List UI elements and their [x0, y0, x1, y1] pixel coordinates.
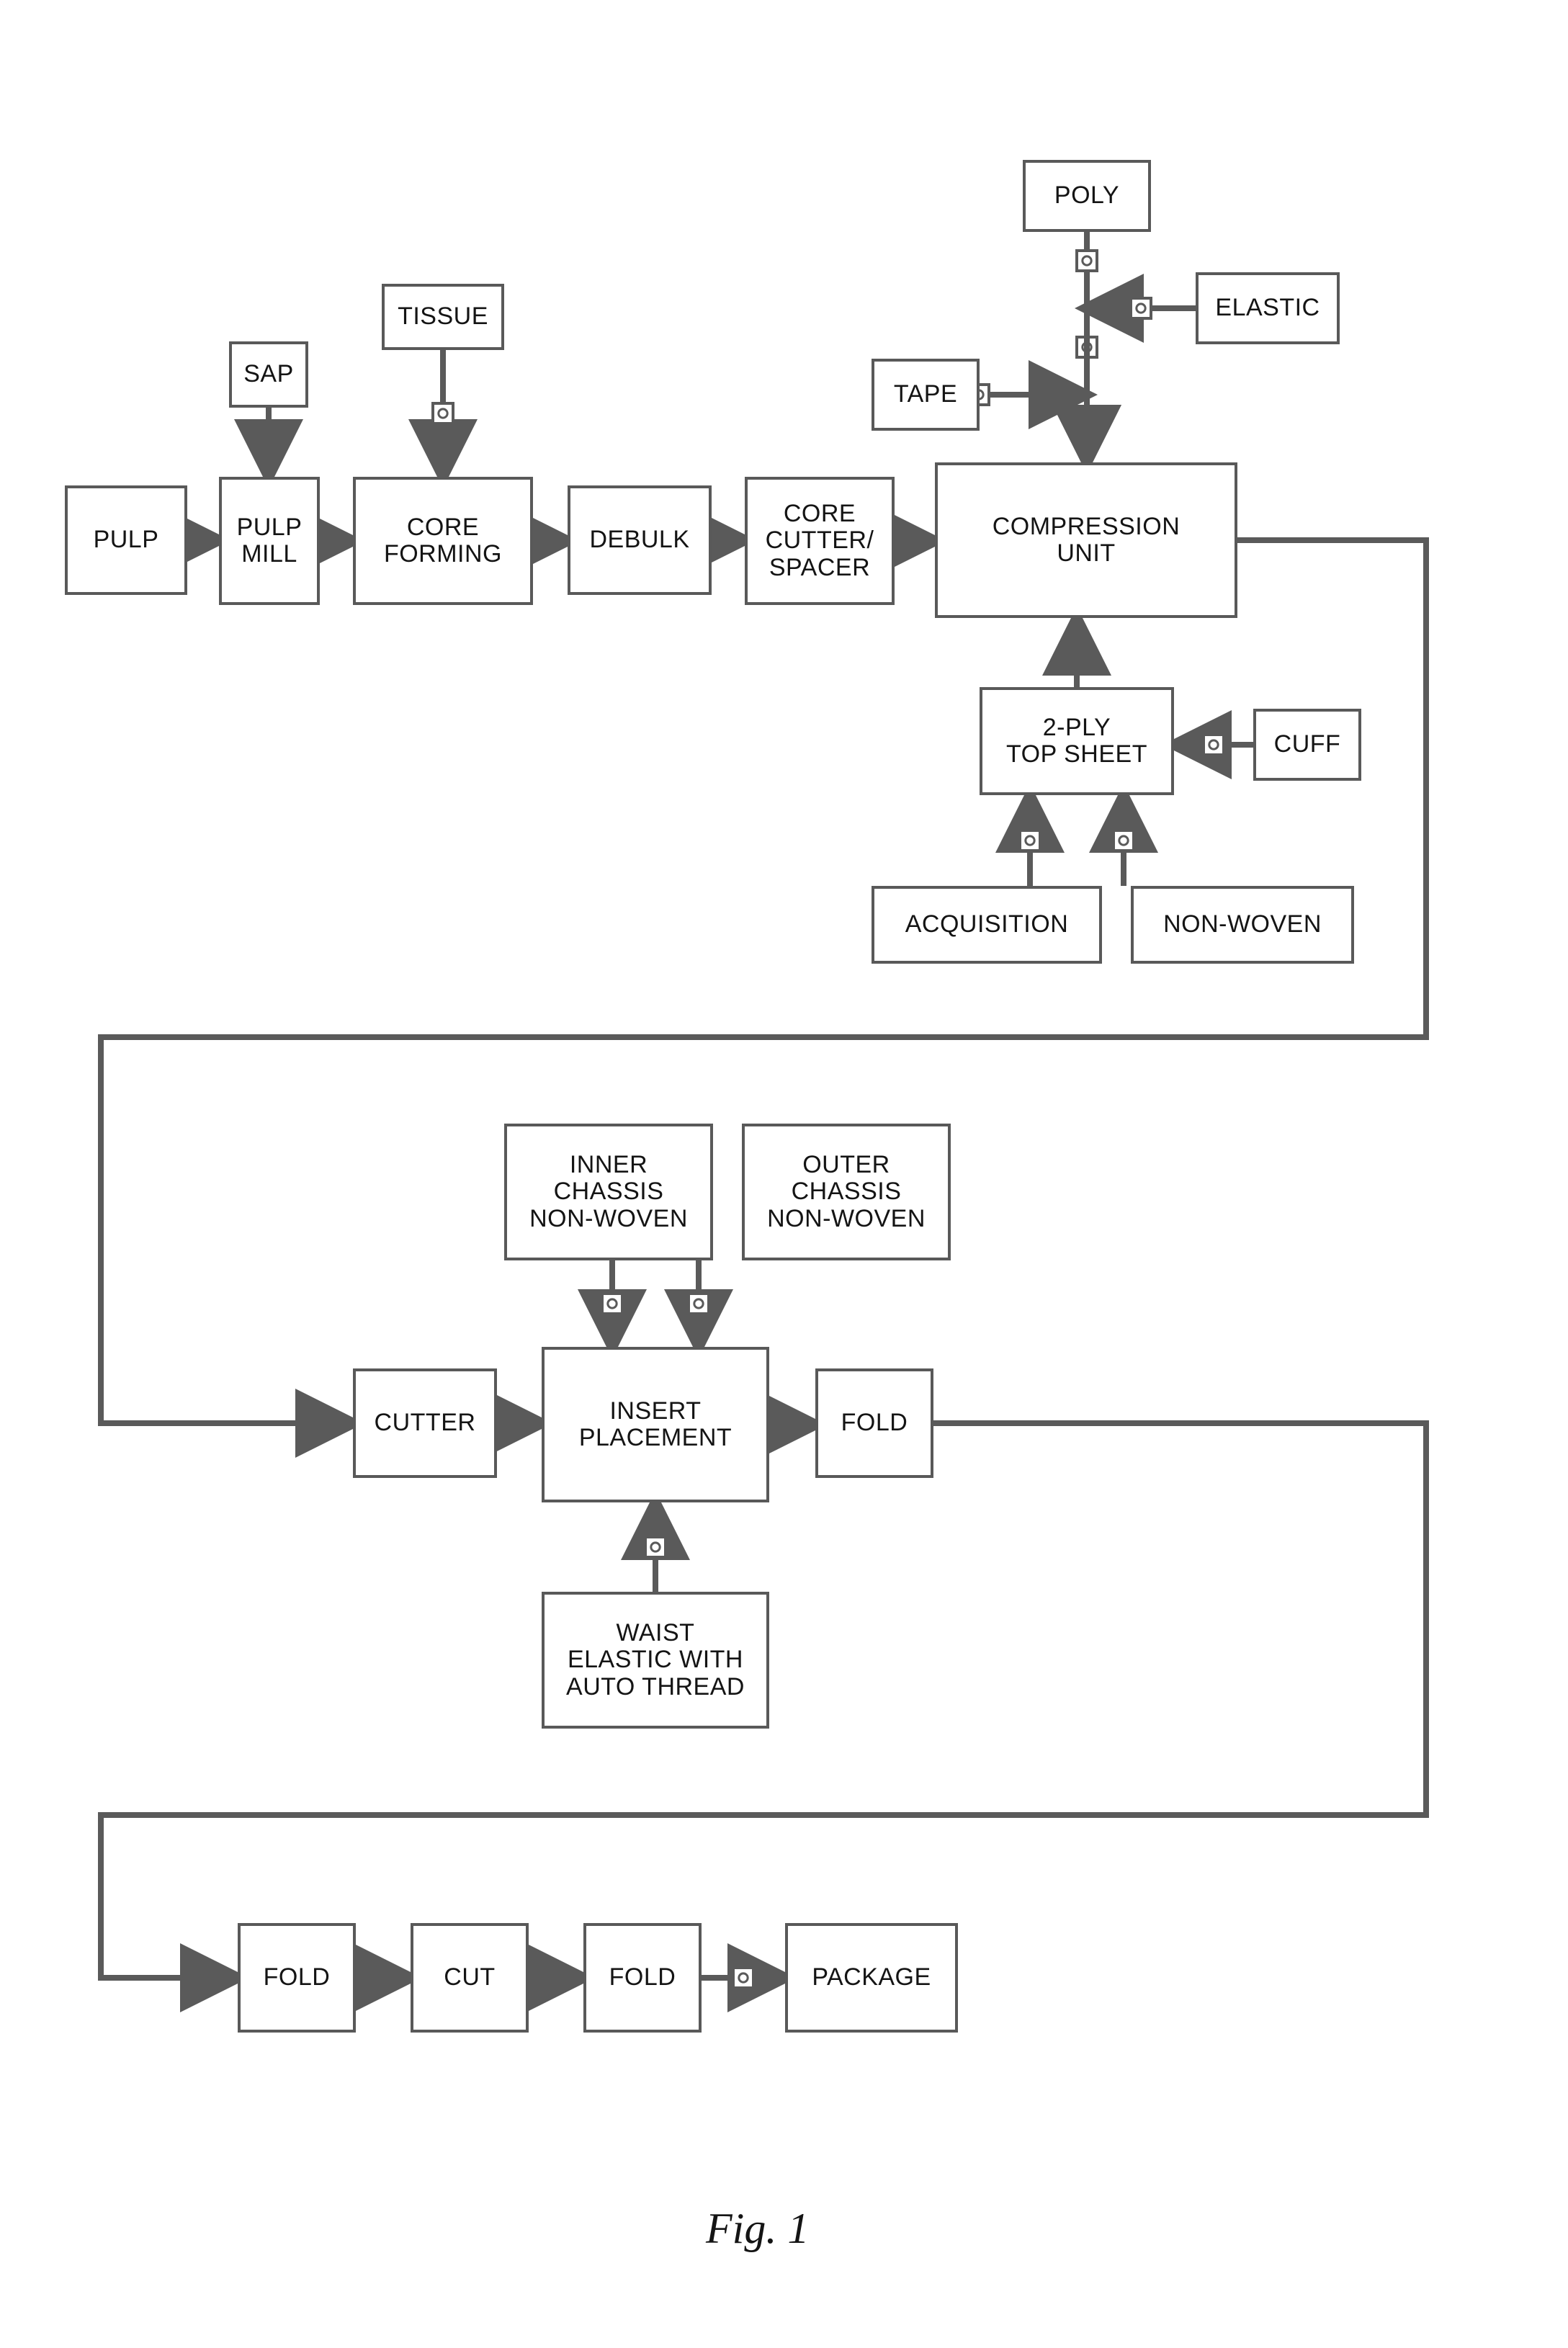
node-poly: POLY	[1023, 160, 1151, 232]
node-fold1: FOLD	[815, 1368, 933, 1478]
node-cutter: CUTTER	[353, 1368, 497, 1478]
node-inner_chassis: INNERCHASSISNON-WOVEN	[504, 1124, 713, 1260]
node-fold3: FOLD	[583, 1923, 702, 2033]
node-acquisition: ACQUISITION	[872, 886, 1102, 964]
node-pulp: PULP	[65, 485, 187, 595]
node-core_forming: COREFORMING	[353, 477, 533, 605]
node-compression: COMPRESSIONUNIT	[935, 462, 1237, 618]
node-pulp_mill: PULPMILL	[219, 477, 320, 605]
node-sap: SAP	[229, 341, 308, 408]
node-two_ply: 2-PLYTOP SHEET	[980, 687, 1174, 795]
node-debulk: DEBULK	[568, 485, 712, 595]
node-insert: INSERTPLACEMENT	[542, 1347, 769, 1502]
node-outer_chassis: OUTERCHASSISNON-WOVEN	[742, 1124, 951, 1260]
node-tape: TAPE	[872, 359, 980, 431]
node-non_woven: NON-WOVEN	[1131, 886, 1354, 964]
diagram-canvas: Fig. 1 PULP SAP PULPMILL TISSUE COREFORMING D…	[0, 0, 1568, 2348]
figure-label: Fig. 1	[706, 2204, 809, 2254]
node-fold2: FOLD	[238, 1923, 356, 2033]
node-elastic: ELASTIC	[1196, 272, 1340, 344]
node-cuff: CUFF	[1253, 709, 1361, 781]
node-tissue: TISSUE	[382, 284, 504, 350]
node-cut: CUT	[411, 1923, 529, 2033]
node-package: PACKAGE	[785, 1923, 958, 2033]
node-core_cutter: CORECUTTER/SPACER	[745, 477, 895, 605]
node-waist: WAISTELASTIC WITHAUTO THREAD	[542, 1592, 769, 1729]
